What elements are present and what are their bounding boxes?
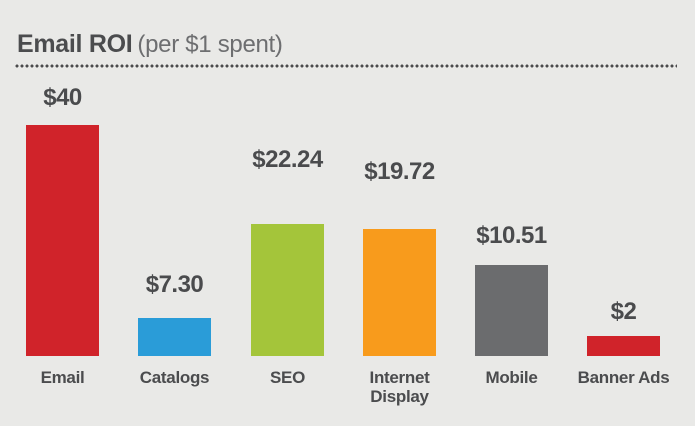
bar-group-email: $40 Email bbox=[26, 0, 99, 426]
bar-category-label-email: Email bbox=[40, 368, 85, 387]
bar-value-label-email: $40 bbox=[43, 84, 82, 111]
bar-seo bbox=[251, 224, 324, 356]
bar-category-label-seo: SEO bbox=[269, 368, 306, 387]
chart-title-subtitle: (per $1 spent) bbox=[137, 31, 283, 58]
bar-group-mobile: $10.51 Mobile bbox=[475, 0, 548, 426]
bar-group-banner-ads: $2 Banner Ads bbox=[578, 0, 670, 426]
bar-value-label-banner-ads: $2 bbox=[610, 298, 637, 325]
bar-value-label-catalogs: $7.30 bbox=[145, 271, 204, 298]
bar-value-label-internet-display: $19.72 bbox=[364, 158, 435, 185]
chart-title-main: Email ROI bbox=[17, 30, 133, 58]
bar-category-label-catalogs: Catalogs bbox=[139, 368, 210, 387]
bar-internet-display bbox=[363, 229, 436, 356]
bar-category-label-mobile: Mobile bbox=[485, 368, 538, 387]
bar-banner-ads bbox=[587, 336, 660, 356]
chart-title: Email ROI (per $1 spent) bbox=[17, 30, 283, 59]
bar-group-catalogs: $7.30 Catalogs bbox=[138, 0, 211, 426]
bar-category-label-internet-display: Internet Display bbox=[369, 368, 430, 406]
dotted-divider bbox=[15, 64, 677, 68]
bar-group-seo: $22.24 SEO bbox=[251, 0, 324, 426]
bar-mobile bbox=[475, 265, 548, 356]
bar-email bbox=[26, 125, 99, 356]
bar-group-internet-display: $19.72 Internet Display bbox=[363, 0, 436, 426]
bar-value-label-mobile: $10.51 bbox=[476, 222, 547, 249]
bar-value-label-seo: $22.24 bbox=[252, 146, 323, 173]
bar-catalogs bbox=[138, 318, 211, 356]
bar-category-label-banner-ads: Banner Ads bbox=[577, 368, 670, 387]
